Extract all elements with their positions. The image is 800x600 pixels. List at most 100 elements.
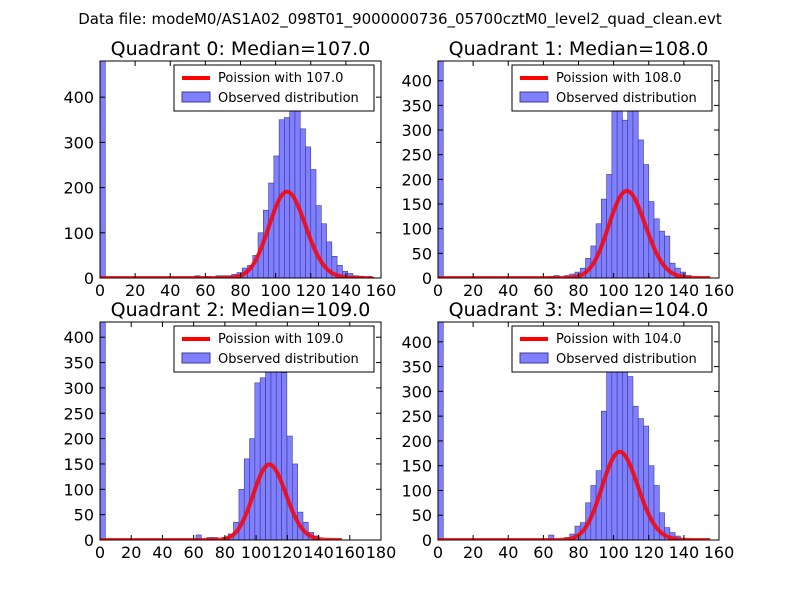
x-tick-label: 160 [366,281,397,300]
histogram-bar [622,119,628,278]
y-tick-label: 200 [63,430,94,449]
histogram-bar [310,169,317,278]
histogram-bar [637,418,644,540]
subplot-quadrant-2: 0 20 40 60 80 100 120 140 160 1800501001502002503… [63,299,396,562]
legend-observed-label: Observed distribution [556,91,697,106]
y-tick-label: 200 [401,170,432,189]
x-tick-label: 80 [230,281,250,300]
legend-fit-label: Poission with 104.0 [556,332,681,347]
x-tick-label: 60 [533,543,553,562]
x-tick-label: 0 [95,543,105,562]
y-tick-label: 350 [63,354,94,373]
poisson-fit-line [100,462,343,540]
histogram-bar [299,128,306,278]
poisson-fit-line [100,189,373,278]
histogram-bar [438,61,444,278]
figure-suptitle: Data file: modeM0/AS1A02_098T01_90000007… [78,10,722,29]
y-tick-label: 350 [401,96,432,115]
y-tick-label: 150 [63,455,94,474]
axes-frame [99,321,382,541]
histogram-bar [315,205,322,278]
plot-area [100,322,343,540]
y-tick-label: 400 [63,88,94,107]
x-tick-label: 20 [463,543,483,562]
y-tick-label: 50 [412,506,432,525]
legend-observed-label: Observed distribution [556,352,697,367]
x-tick-label: 40 [498,543,518,562]
x-tick-label: 100 [598,543,629,562]
histogram-bar [643,425,650,540]
y-tick-label: 300 [63,379,94,398]
x-tick-label: 140 [669,281,700,300]
x-tick-label: 120 [633,543,664,562]
y-tick-label: 0 [84,531,94,550]
histogram-bar [658,512,665,540]
x-tick-label: 60 [533,281,553,300]
legend-box [173,325,375,373]
histogram-bar [100,61,106,278]
x-tick-label: 80 [568,281,588,300]
y-tick-label: 50 [412,244,432,263]
legend-observed-swatch [181,91,211,103]
y-tick-label: 0 [84,269,94,288]
y-tick-label: 100 [401,481,432,500]
x-tick-label: 60 [183,543,203,562]
histogram-bar [606,361,613,540]
x-tick-label: 120 [633,281,664,300]
x-tick-label: 180 [366,543,397,562]
histogram-bar [286,435,293,540]
legend: Poission with 108.0 Observed distribution [511,64,713,112]
legend: Poission with 107.0 Observed distribution [173,64,375,112]
y-tick-label: 0 [422,531,432,550]
legend: Poission with 104.0 Observed distribution [511,325,713,373]
legend-observed-label: Observed distribution [218,91,359,106]
x-tick-label: 140 [669,543,700,562]
x-tick-label: 40 [152,543,172,562]
y-tick-label: 100 [63,480,94,499]
x-tick-label: 40 [498,281,518,300]
y-tick-label: 200 [401,432,432,451]
subplot-quadrant-1: 0 20 40 60 80 100 120 140 1600501001502002503003… [401,38,734,300]
histogram-bar [658,230,665,278]
histogram-bar [438,322,444,540]
x-tick-label: 0 [95,281,105,300]
x-tick-label: 0 [433,543,443,562]
x-tick-label: 20 [121,543,141,562]
legend-fit-label: Poission with 107.0 [218,71,343,86]
histogram-bar [548,534,555,540]
y-tick-label: 100 [63,224,94,243]
y-tick-label: 250 [401,146,432,165]
histogram-bar [611,100,618,278]
y-tick-label: 350 [401,358,432,377]
y-tick-label: 300 [63,133,94,152]
x-tick-label: 60 [195,281,215,300]
subplot-title: Quadrant 0: Median=107.0 [111,38,371,60]
x-tick-label: 100 [241,543,272,562]
histogram-bar [195,534,202,540]
x-tick-label: 120 [272,543,303,562]
x-tick-label: 0 [433,281,443,300]
histogram-bar [100,322,106,540]
histogram-bar [273,155,280,278]
poisson-fit-line [438,449,711,540]
x-tick-label: 20 [125,281,145,300]
poisson-fit-line [438,188,711,278]
x-tick-label: 140 [303,543,334,562]
y-tick-label: 400 [401,72,432,91]
legend-box [511,64,713,112]
legend-observed-swatch [519,352,549,364]
y-tick-label: 250 [401,407,432,426]
plot-area [438,322,711,540]
x-tick-label: 120 [295,281,326,300]
histogram-bar [292,463,298,540]
legend-observed-swatch [519,91,549,103]
histogram-bar [616,353,623,540]
y-tick-label: 50 [74,506,94,525]
histogram-bar [275,354,282,540]
legend: Poission with 109.0 Observed distribution [173,325,375,373]
y-tick-label: 150 [401,457,432,476]
x-tick-label: 140 [331,281,362,300]
x-tick-label: 100 [598,281,629,300]
legend-box [173,64,375,112]
